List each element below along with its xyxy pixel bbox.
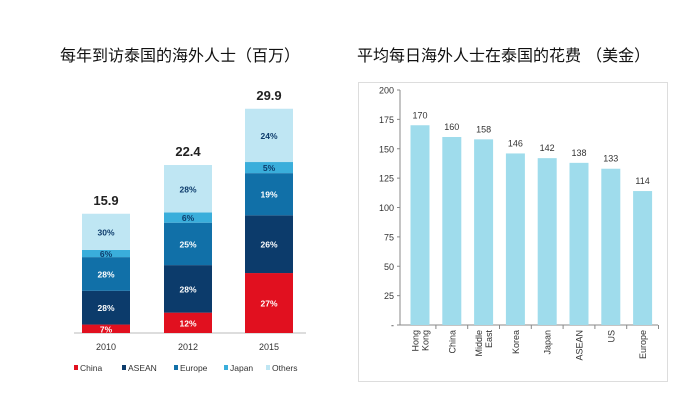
- segment-label-others-2012: 28%: [179, 184, 196, 194]
- segment-label-asean-2015: 26%: [260, 240, 277, 250]
- legend-label-others: Others: [272, 363, 298, 373]
- y-tick-label-150: 150: [379, 144, 394, 154]
- left-chart-title: 每年到访泰国的海外人士（百万）: [60, 46, 301, 65]
- bar-segment-others-2015: [245, 108, 293, 163]
- value-label-europe: 114: [635, 176, 649, 186]
- bar-segment-europe-2012: [164, 222, 212, 266]
- bar-segment-asean-2012: [164, 265, 212, 313]
- bar-japan: [537, 158, 557, 325]
- value-label-us: 133: [603, 154, 618, 164]
- y-tick-label-25: 25: [384, 291, 394, 301]
- bar-korea: [505, 153, 525, 325]
- legend-swatch-japan: [224, 365, 228, 370]
- x-tick-label-2010: 2010: [96, 342, 116, 352]
- segment-label-japan-2015: 5%: [263, 163, 276, 173]
- value-label-asean: 138: [571, 148, 586, 158]
- x-tick-label-korea: Korea: [511, 330, 521, 354]
- legend-label-japan: Japan: [230, 363, 253, 373]
- bar-segment-asean-2010: [82, 290, 130, 325]
- total-label-2012: 22.4: [175, 144, 201, 159]
- total-label-2015: 29.9: [256, 88, 281, 103]
- legend-swatch-asean: [122, 365, 126, 370]
- segment-label-europe-2010: 28%: [97, 269, 114, 279]
- x-tick-label-2015: 2015: [259, 342, 279, 352]
- x-tick-label-asean: ASEAN: [575, 330, 585, 361]
- x-tick-label-china: China: [447, 330, 457, 354]
- x-tick-label-line: US: [606, 330, 616, 343]
- visitors-stacked-chart: 7% 28% 28% 6% 30% 15.9 2010 12% 28% 25% 6% 28% 22.4 2…: [66, 85, 311, 385]
- y-tick-label-50: 50: [384, 262, 394, 272]
- bar-segment-others-2010: [82, 213, 130, 250]
- bar-segment-japan-2012: [164, 212, 212, 223]
- bar-middle-east: [474, 139, 494, 325]
- legend-label-europe: Europe: [180, 363, 208, 373]
- x-tick-label-line: Korea: [511, 330, 521, 354]
- chart-frame: [358, 82, 668, 382]
- bar-china: [442, 137, 462, 325]
- legend-swatch-others: [266, 365, 270, 370]
- x-tick-label-line: China: [447, 330, 457, 354]
- y-tick-label-0: -: [391, 321, 394, 331]
- legend-label-asean: ASEAN: [128, 363, 157, 373]
- bar-segment-japan-2010: [82, 249, 130, 258]
- bar-hong-kong: [410, 125, 430, 325]
- x-tick-label-japan: Japan: [543, 330, 553, 355]
- bar-asean: [569, 162, 589, 325]
- bar-us: [601, 168, 621, 325]
- x-tick-label-line: Europe: [638, 330, 648, 359]
- segment-label-china-2015: 27%: [260, 299, 277, 309]
- x-tick-label-line: Hong: [411, 330, 421, 352]
- value-label-japan: 142: [540, 143, 555, 153]
- x-tick-label-line: ASEAN: [575, 330, 585, 361]
- segment-label-china-2010: 7%: [100, 324, 113, 334]
- segment-label-asean-2010: 28%: [97, 303, 114, 313]
- legend-label-china: China: [80, 363, 102, 373]
- x-tick-label-middle-east: Middle East: [474, 330, 494, 357]
- x-tick-label-us: US: [606, 330, 616, 343]
- segment-label-japan-2012: 6%: [182, 213, 195, 223]
- bar-segment-europe-2015: [245, 173, 293, 216]
- x-tick-label-line: Japan: [543, 330, 553, 355]
- y-tick-label-75: 75: [384, 232, 394, 242]
- x-tick-label-line: Kong: [421, 330, 431, 351]
- y-tick-label-125: 125: [379, 174, 394, 184]
- x-tick-label-2012: 2012: [178, 342, 198, 352]
- y-tick-label-175: 175: [379, 115, 394, 125]
- segment-label-europe-2015: 19%: [260, 190, 277, 200]
- legend-swatch-china: [74, 365, 78, 370]
- bar-segment-china-2010: [82, 324, 130, 333]
- bar-segment-japan-2015: [245, 162, 293, 174]
- segment-label-china-2012: 12%: [179, 318, 196, 328]
- x-tick-label-hong-kong: Hong Kong: [411, 330, 431, 352]
- bar-segment-europe-2010: [82, 257, 130, 291]
- bar-segment-asean-2015: [245, 215, 293, 274]
- segment-label-others-2010: 30%: [97, 227, 114, 237]
- legend-swatch-europe: [174, 365, 178, 370]
- daily-spend-bar-chart: - 25 50 75 100 125 150 175 200 170 Hong Kong 160 Chin…: [358, 82, 668, 382]
- value-label-china: 160: [444, 122, 459, 132]
- y-tick-label-200: 200: [379, 86, 394, 96]
- bar-segment-others-2012: [164, 165, 212, 213]
- segment-label-asean-2012: 28%: [179, 284, 196, 294]
- y-tick-label-100: 100: [379, 203, 394, 213]
- segment-label-japan-2010: 6%: [100, 249, 113, 259]
- x-tick-label-line: Middle: [474, 330, 484, 357]
- right-chart-title: 平均每日海外人士在泰国的花费 （美金）: [357, 46, 651, 65]
- segment-label-others-2015: 24%: [260, 131, 277, 141]
- value-label-middle-east: 158: [476, 124, 491, 134]
- total-label-2010: 15.9: [93, 193, 118, 208]
- value-label-hong-kong: 170: [412, 110, 427, 120]
- bar-segment-china-2015: [245, 273, 293, 333]
- x-tick-label-europe: Europe: [638, 330, 648, 359]
- bar-europe: [633, 191, 653, 325]
- value-label-korea: 146: [508, 138, 523, 148]
- bar-segment-china-2012: [164, 312, 212, 333]
- segment-label-europe-2012: 25%: [179, 239, 196, 249]
- x-tick-label-line: East: [484, 330, 494, 349]
